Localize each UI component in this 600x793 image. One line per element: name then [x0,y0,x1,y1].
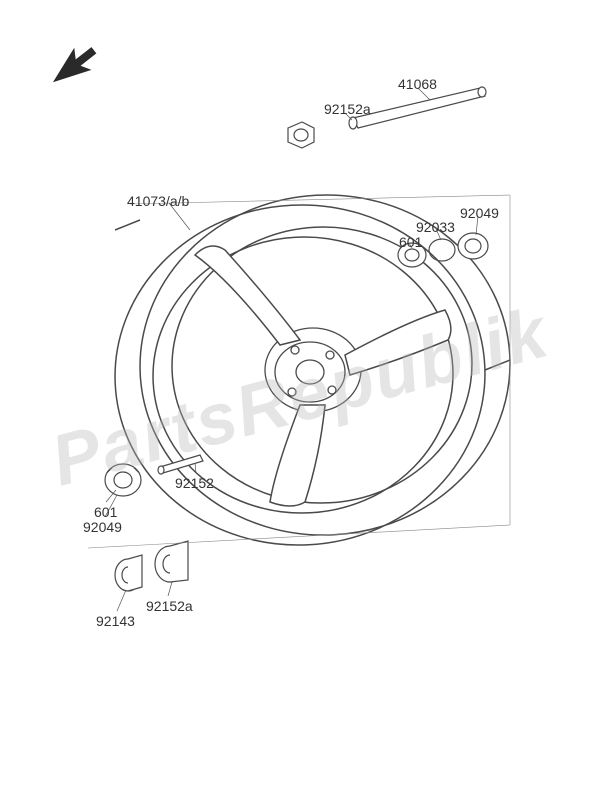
label-92033: 92033 [416,219,455,235]
bearing-bottom [105,464,141,496]
collar-b [155,541,188,582]
label-92049-bottom: 92049 [83,519,122,535]
diagram-canvas [0,0,600,793]
nav-arrow-icon [44,39,102,93]
spacer-tube [158,455,203,474]
label-41073: 41073/a/b [127,193,189,209]
label-92152a-bottom: 92152a [146,598,193,614]
seal-top [458,233,488,259]
label-41068: 41068 [398,76,437,92]
label-92152: 92152 [175,475,214,491]
axle-nut [288,122,314,148]
snap-ring-top [429,239,455,261]
label-92049-top: 92049 [460,205,499,221]
label-92143: 92143 [96,613,135,629]
label-601-bottom: 601 [94,504,117,520]
collar-a [115,555,142,591]
label-601-top: 601 [399,234,422,250]
label-92152a-top: 92152a [324,101,371,117]
